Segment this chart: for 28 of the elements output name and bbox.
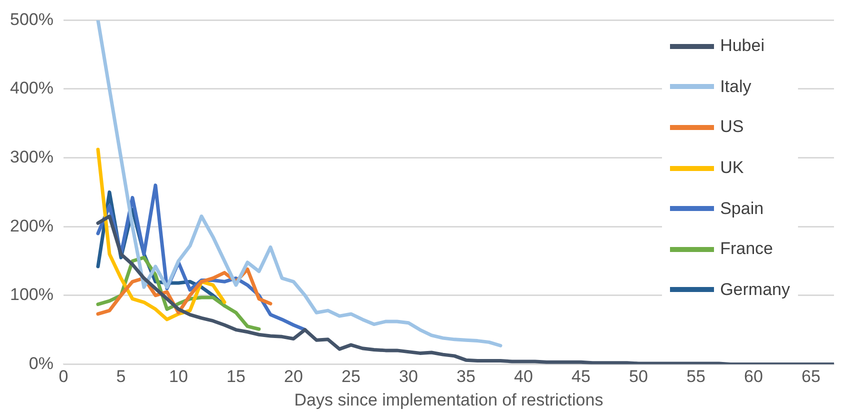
x-tick-label: 45	[572, 367, 590, 386]
y-tick-label: 300%	[10, 147, 54, 166]
y-tick-label: 200%	[10, 216, 54, 236]
legend-label: France	[720, 239, 773, 260]
x-tick-label: 10	[169, 367, 188, 386]
legend-label: Germany	[720, 280, 790, 300]
y-tick-label: 0%	[28, 354, 54, 373]
x-tick-label: 25	[342, 367, 360, 386]
y-tick-label: 100%	[10, 285, 54, 304]
legend-label: Italy	[720, 76, 752, 97]
x-tick-label: 40	[514, 367, 533, 386]
x-tick-label: 35	[456, 367, 476, 386]
x-tick-label: 15	[226, 367, 246, 386]
x-tick-label: 30	[399, 367, 418, 386]
x-tick-label: 60	[744, 367, 763, 386]
x-tick-label: 20	[284, 367, 303, 386]
x-axis-title: Days since implementation of restrictions	[294, 390, 604, 410]
legend-label: Hubei	[720, 36, 764, 56]
legend-label: UK	[720, 158, 744, 178]
x-tick-label: 5	[116, 367, 126, 386]
x-tick-label: 65	[802, 367, 820, 386]
x-tick-label: 50	[629, 367, 648, 386]
x-tick-label: 55	[686, 367, 706, 386]
y-tick-label: 400%	[10, 78, 54, 98]
legend-label: Spain	[720, 198, 764, 219]
y-tick-label: 500%	[10, 10, 54, 29]
legend-label: US	[720, 117, 744, 138]
x-tick-label: 0	[58, 367, 68, 386]
